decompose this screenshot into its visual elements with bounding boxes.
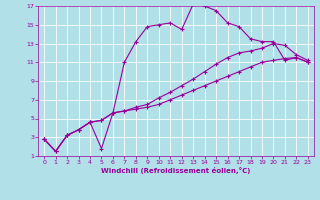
X-axis label: Windchill (Refroidissement éolien,°C): Windchill (Refroidissement éolien,°C) <box>101 167 251 174</box>
